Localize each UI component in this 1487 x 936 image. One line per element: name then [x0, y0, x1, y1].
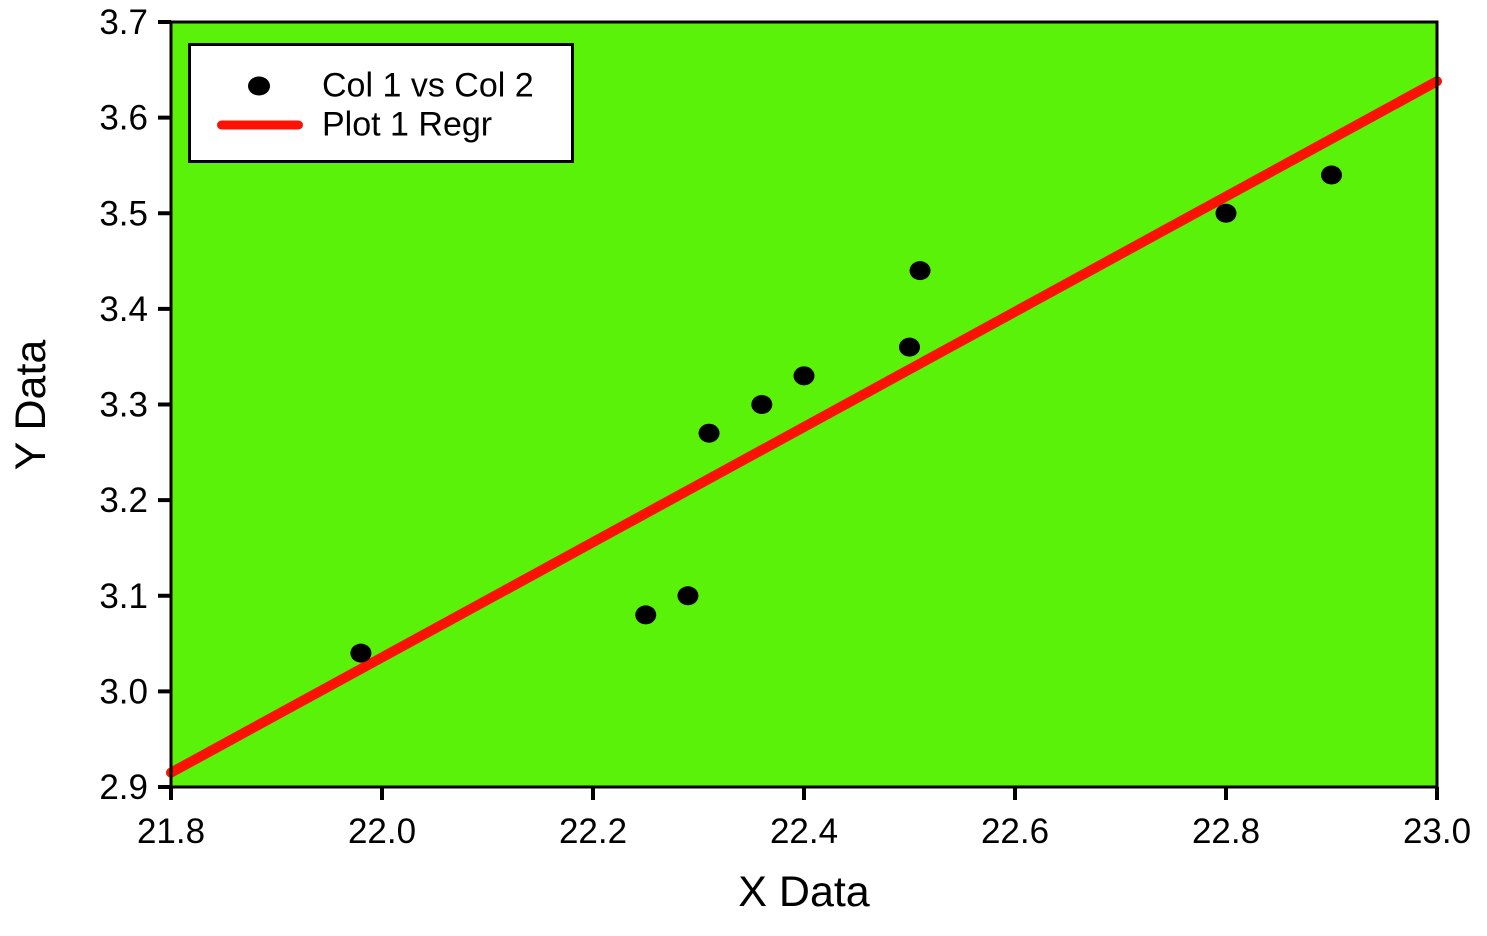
x-axis-tick-label: 22.2: [559, 812, 627, 851]
data-point: [635, 605, 657, 625]
legend-row-regression: Plot 1 Regr: [191, 105, 571, 145]
x-axis-tick-label: 23.0: [1403, 812, 1471, 851]
data-point: [350, 643, 372, 663]
y-axis-tick-label: 3.3: [99, 386, 148, 425]
y-axis-tick-label: 3.5: [99, 194, 148, 233]
x-axis-tick-label: 21.8: [137, 812, 205, 851]
y-axis-tick-label: 3.4: [99, 290, 148, 329]
legend-regression-line-icon: [217, 120, 303, 130]
x-axis-tick-label: 22.4: [770, 812, 838, 851]
data-point: [677, 586, 699, 606]
data-point: [1321, 165, 1342, 185]
y-axis-tick-label: 3.6: [99, 99, 148, 138]
legend-entry-regression-label: Plot 1 Regr: [322, 105, 493, 144]
legend-entry-scatter-label: Col 1 vs Col 2: [322, 66, 534, 105]
data-point: [698, 423, 720, 443]
y-axis-tick-label: 3.1: [99, 577, 148, 616]
y-axis-tick-label: 3.2: [99, 481, 148, 520]
y-axis-tick-label: 2.9: [99, 768, 148, 807]
legend-row-scatter: Col 1 vs Col 2: [191, 66, 571, 106]
x-axis-tick-label: 22.0: [348, 812, 416, 851]
x-axis-tick-label: 22.8: [1192, 812, 1260, 851]
x-axis-tick-label: 22.6: [981, 812, 1049, 851]
y-axis-tick-label: 3.7: [99, 3, 148, 42]
data-point: [793, 366, 815, 386]
data-point: [1215, 203, 1237, 223]
data-point: [899, 337, 920, 357]
data-point: [909, 261, 931, 281]
x-axis-title: X Data: [738, 868, 870, 916]
regression-line: [166, 76, 1442, 778]
y-axis-title: Y Data: [7, 339, 55, 471]
data-point: [751, 395, 773, 414]
legend: Col 1 vs Col 2 Plot 1 Regr: [188, 43, 574, 163]
y-axis-tick-label: 3.0: [99, 672, 148, 711]
legend-scatter-marker-icon: [248, 76, 270, 96]
plot-frame: [169, 20, 1439, 789]
